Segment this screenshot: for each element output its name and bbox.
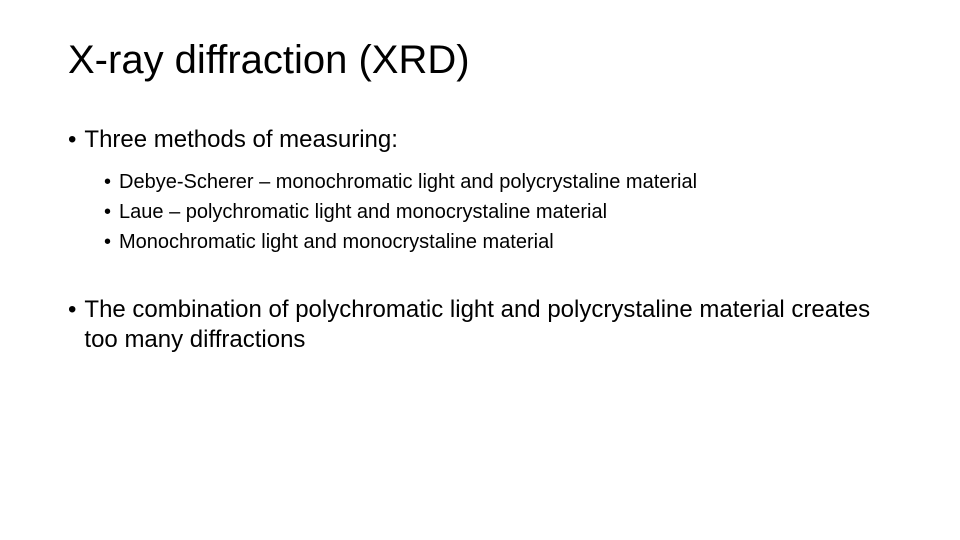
bullet-text: Debye-Scherer – monochromatic light and …	[119, 169, 892, 195]
bullet-text: Laue – polychromatic light and monocryst…	[119, 199, 892, 225]
bullet-text: Three methods of measuring:	[84, 125, 892, 155]
bullet-item: • The combination of polychromatic light…	[68, 295, 892, 355]
bullet-text: The combination of polychromatic light a…	[84, 295, 892, 355]
bullet-item: • Three methods of measuring:	[68, 125, 892, 155]
bullet-item: • Monochromatic light and monocrystaline…	[104, 229, 892, 255]
bullet-dot-icon: •	[104, 229, 111, 255]
spacer	[68, 259, 892, 295]
slide-title: X-ray diffraction (XRD)	[68, 38, 892, 83]
bullet-dot-icon: •	[104, 199, 111, 225]
bullet-dot-icon: •	[68, 295, 76, 325]
bullet-item: • Laue – polychromatic light and monocry…	[104, 199, 892, 225]
bullet-item: • Debye-Scherer – monochromatic light an…	[104, 169, 892, 195]
slide: X-ray diffraction (XRD) • Three methods …	[0, 0, 960, 540]
bullet-dot-icon: •	[68, 125, 76, 155]
bullet-text: Monochromatic light and monocrystaline m…	[119, 229, 892, 255]
bullet-dot-icon: •	[104, 169, 111, 195]
